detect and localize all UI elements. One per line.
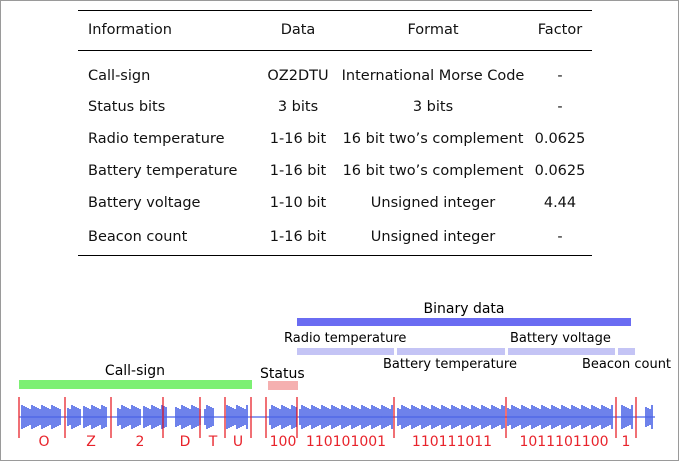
segment-label-2: 2 [136,434,145,450]
cell-data: 1-16 bit [269,163,327,179]
table-row: Call-sign OZ2DTU International Morse Cod… [78,51,592,92]
header-factor: Factor [528,10,592,51]
cell-information: Call-sign [88,68,151,84]
segment-label-beacon-count-bits: 1 [622,434,631,450]
beacon-count-label: Beacon count [582,357,671,372]
cell-information: Battery voltage [88,195,201,211]
segment-label-battery-temperature-bits: 110111011 [412,434,492,450]
header-data: Data [258,10,338,51]
radio-temperature-bar [297,348,394,355]
segment-label-t: T [208,434,218,450]
cell-format: Unsigned integer [338,219,528,256]
cell-information: Beacon count [78,219,258,256]
cell-format: 16 bit two’s complement [342,163,524,179]
cell-information: Status bits [88,99,166,115]
battery-voltage-label: Battery voltage [510,331,611,346]
table-row: Battery voltage 1-10 bit Unsigned intege… [78,187,592,219]
cell-data: OZ2DTU [267,68,329,84]
header-format: Format [338,10,528,51]
segment-label-status-bits: 100 [270,434,297,450]
cell-data: 3 bits [277,99,319,115]
header-information: Information [78,10,258,51]
segment-separators [18,397,637,438]
cell-information: Radio temperature [88,131,225,147]
battery-voltage-bar [508,348,615,355]
cell-factor: 4.44 [543,195,577,211]
segment-label-u: U [233,434,243,450]
cell-format: International Morse Code [341,68,525,84]
beacon-count-bar [618,348,635,355]
table-row: Status bits 3 bits 3 bits - [78,91,592,123]
cell-factor: - [528,219,592,256]
cell-factor: 0.0625 [534,131,586,147]
morse-waveform [19,405,655,429]
table-row: Beacon count 1-16 bit Unsigned integer - [78,219,592,256]
cell-factor: - [557,99,563,115]
battery-temperature-label: Battery temperature [383,357,517,372]
info-table: Information Data Format Factor Call-sign… [78,10,592,256]
segment-label-o: O [38,434,49,450]
segment-label-z: Z [86,434,96,450]
segment-label-battery-voltage-bits: 1011101100 [519,434,608,450]
cell-data: 1-16 bit [269,131,327,147]
radio-temperature-label: Radio temperature [284,331,406,346]
cell-data: 1-16 bit [258,219,338,256]
status-label: Status [260,366,305,382]
cell-format: 3 bits [412,99,454,115]
table-row: Battery temperature 1-16 bit 16 bit two’… [78,155,592,187]
cell-format: Unsigned integer [370,195,496,211]
call-sign-label: Call-sign [105,363,165,379]
cell-factor: 0.0625 [534,163,586,179]
table-header-row: Information Data Format Factor [78,10,592,51]
battery-temperature-bar [397,348,505,355]
cell-factor: - [557,68,563,84]
status-bar [268,381,298,390]
cell-information: Battery temperature [88,163,238,179]
cell-data: 1-10 bit [269,195,327,211]
binary-data-label: Binary data [424,301,505,317]
call-sign-bar [19,380,252,389]
segment-label-d: D [180,434,191,450]
segment-label-radio-temperature-bits: 110101001 [306,434,386,450]
table-row: Radio temperature 1-16 bit 16 bit two’s … [78,123,592,155]
binary-data-bar [297,318,631,326]
cell-format: 16 bit two’s complement [342,131,524,147]
